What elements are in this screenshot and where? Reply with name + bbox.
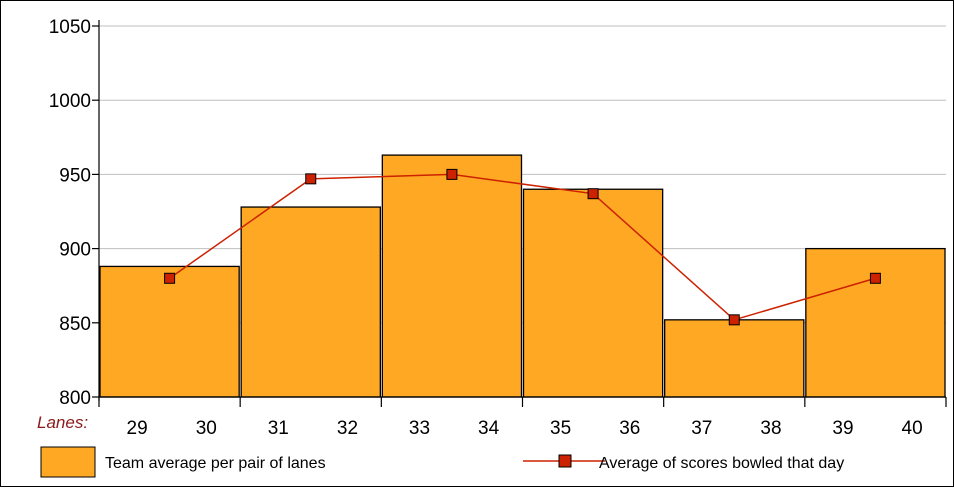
legend-bar-swatch: [40, 446, 96, 478]
lane-label: 34: [478, 418, 500, 439]
lane-label: 37: [691, 418, 712, 439]
lane-label: 36: [619, 418, 640, 439]
lane-label: 33: [409, 418, 430, 439]
line-series-path: [169, 173, 876, 321]
y-tick-label: 950: [59, 165, 91, 186]
lane-label: 30: [196, 418, 217, 439]
bars: [99, 154, 946, 398]
line-point-39-40: [869, 272, 881, 284]
line-point-33-34: [446, 168, 458, 180]
lane-label: 35: [550, 418, 571, 439]
tick-labels: 800 850 900 950 1000 1050 29 30 31 32 33 34 35 36 37 38…: [49, 17, 923, 439]
line-point-37-38: [728, 314, 740, 326]
line-point-31-32: [305, 173, 317, 185]
legend-line-label: Average of scores bowled that day: [599, 455, 844, 472]
y-tick-label: 850: [59, 314, 91, 335]
lane-label: 32: [337, 418, 358, 439]
line-series: [164, 168, 881, 326]
bar-31-32: [240, 206, 381, 398]
line-point-35-36: [587, 188, 599, 200]
lane-label: 38: [760, 418, 781, 439]
lane-label: 29: [127, 418, 148, 439]
bar-33-34: [381, 154, 523, 398]
lane-label: 39: [832, 418, 853, 439]
legend-line-marker: [558, 454, 572, 468]
lane-label: 40: [902, 418, 923, 439]
lane-label: 31: [268, 418, 289, 439]
legend-bar-label: Team average per pair of lanes: [105, 455, 326, 472]
y-tick-label: 1000: [49, 91, 91, 112]
bar-39-40: [805, 247, 946, 398]
gridlines: [99, 25, 946, 324]
axes: [92, 20, 947, 407]
y-tick-label: 1050: [49, 17, 91, 38]
x-axis-label: Lanes:: [37, 413, 88, 432]
y-tick-label: 900: [59, 240, 91, 261]
bar-35-36: [522, 188, 664, 398]
bar-37-38: [664, 319, 805, 398]
y-tick-label: 800: [59, 388, 91, 409]
legend: Team average per pair of lanes Average o…: [40, 446, 844, 478]
bar-29-30: [99, 265, 240, 398]
line-point-29-30: [164, 272, 176, 284]
